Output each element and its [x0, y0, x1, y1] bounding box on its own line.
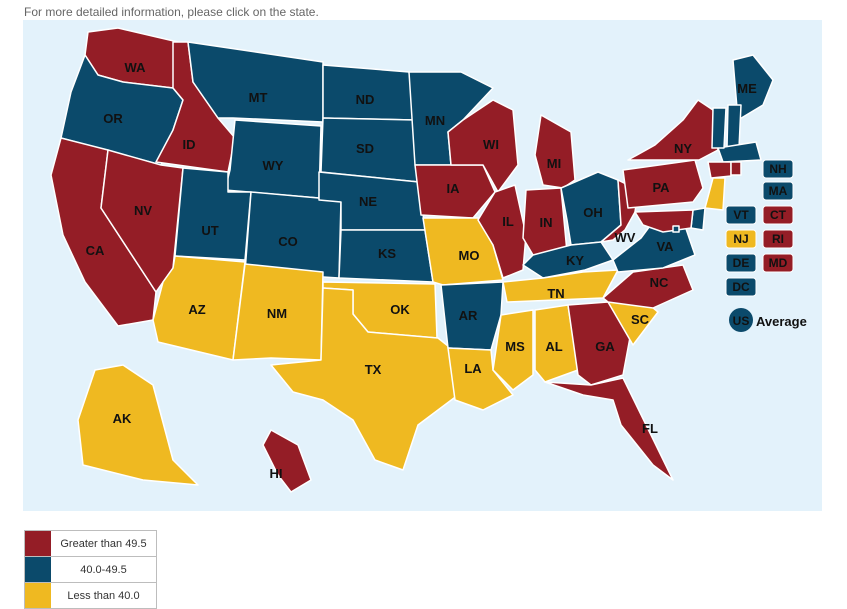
inset-nh-button[interactable]: NH — [762, 159, 794, 179]
state-ny[interactable] — [627, 99, 719, 161]
state-ak[interactable] — [77, 364, 199, 486]
legend-swatch-low — [25, 583, 51, 608]
inset-ct-button[interactable]: CT — [762, 205, 794, 225]
inset-dc-button[interactable]: DC — [725, 277, 757, 297]
legend-swatch-mid — [25, 557, 51, 582]
state-in[interactable] — [522, 187, 568, 256]
state-ia[interactable] — [414, 164, 496, 219]
state-nh[interactable] — [726, 104, 742, 149]
inset-nj-button[interactable]: NJ — [725, 229, 757, 249]
state-ms[interactable] — [492, 309, 534, 391]
legend: Greater than 49.5 40.0-49.5 Less than 40… — [24, 530, 157, 609]
state-ct[interactable] — [707, 161, 732, 179]
state-il[interactable] — [477, 184, 527, 279]
state-fl[interactable] — [544, 377, 674, 481]
state-nj[interactable] — [704, 177, 726, 211]
legend-label-mid: 40.0-49.5 — [80, 563, 127, 576]
state-ma[interactable] — [717, 141, 762, 163]
state-sd[interactable] — [320, 117, 420, 183]
legend-row-high: Greater than 49.5 — [25, 531, 156, 557]
state-tx[interactable] — [270, 287, 459, 471]
state-mt[interactable] — [187, 41, 324, 123]
state-ar[interactable] — [440, 281, 504, 351]
inset-ma-button[interactable]: MA — [762, 181, 794, 201]
state-nd[interactable] — [322, 64, 416, 121]
state-al[interactable] — [534, 304, 579, 383]
state-hi[interactable] — [262, 429, 312, 493]
inset-de-button[interactable]: DE — [725, 253, 757, 273]
us-average-button[interactable]: US Average — [729, 308, 807, 332]
state-dc[interactable] — [672, 225, 680, 233]
legend-label-high: Greater than 49.5 — [60, 537, 147, 550]
state-ri[interactable] — [730, 161, 742, 176]
state-wy[interactable] — [224, 119, 322, 199]
state-mo[interactable] — [422, 217, 504, 286]
inset-ri-button[interactable]: RI — [762, 229, 794, 249]
legend-row-mid: 40.0-49.5 — [25, 557, 156, 583]
legend-swatch-high — [25, 531, 51, 556]
state-ks[interactable] — [338, 229, 434, 283]
instruction-text: For more detailed information, please cl… — [24, 5, 319, 19]
state-nc[interactable] — [602, 264, 694, 309]
state-md[interactable] — [634, 209, 694, 233]
inset-md-button[interactable]: MD — [762, 253, 794, 273]
state-vt[interactable] — [711, 107, 727, 149]
state-tn[interactable] — [502, 269, 619, 303]
legend-label-low: Less than 40.0 — [67, 589, 140, 602]
state-pa[interactable] — [622, 159, 704, 209]
state-la[interactable] — [447, 347, 514, 411]
inset-vt-button[interactable]: VT — [725, 205, 757, 225]
us-average-label: Average — [756, 314, 807, 329]
legend-row-low: Less than 40.0 — [25, 583, 156, 609]
us-map: WA OR CA ID NV MT WY UT CO AZ NM ND SD NE KS OK TX MN IA MO… — [23, 20, 822, 511]
state-nm[interactable] — [232, 263, 324, 361]
state-mi[interactable] — [534, 114, 576, 189]
